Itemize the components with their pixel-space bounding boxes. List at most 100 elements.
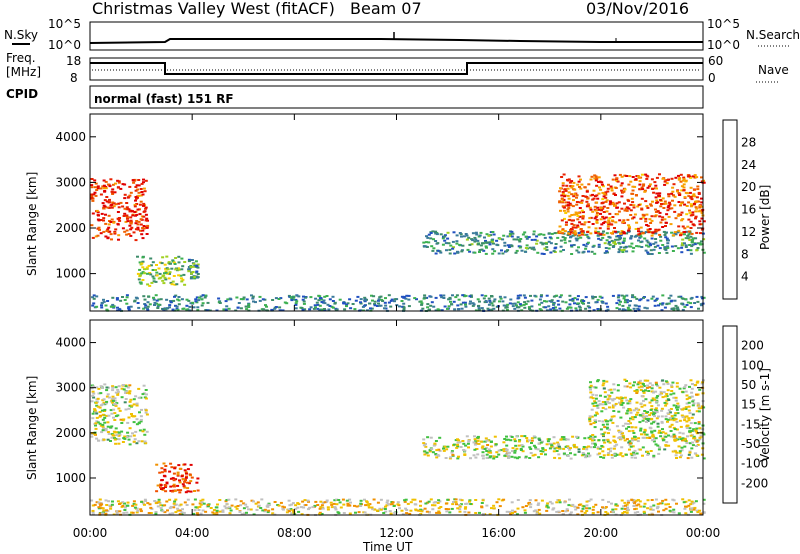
- heat-cell: [389, 305, 393, 308]
- heat-cell: [227, 498, 231, 501]
- heat-cell: [530, 299, 534, 302]
- heat-cell: [586, 241, 590, 244]
- heat-cell: [495, 243, 499, 246]
- heat-cell: [302, 506, 306, 509]
- heat-cell: [110, 238, 113, 241]
- heat-cell: [440, 309, 444, 312]
- heat-cell: [197, 509, 201, 511]
- heat-cell: [104, 512, 108, 515]
- heat-cell: [111, 183, 115, 186]
- heat-cell: [181, 478, 185, 481]
- heat-cell: [592, 386, 596, 389]
- heat-cell: [595, 411, 599, 414]
- heat-cell: [654, 408, 658, 411]
- heat-cell: [447, 298, 451, 301]
- heat-cell: [565, 508, 569, 511]
- heat-cell: [111, 399, 115, 402]
- heat-cell: [600, 209, 603, 212]
- heat-cell: [656, 210, 660, 213]
- heat-cell: [679, 234, 682, 237]
- heat-cell: [95, 209, 99, 212]
- heat-cell: [508, 302, 512, 305]
- heat-cell: [373, 300, 377, 303]
- heat-cell: [698, 427, 702, 430]
- heat-cell: [477, 308, 481, 311]
- heat-cell: [505, 510, 509, 513]
- heat-cell: [693, 422, 697, 425]
- heat-cell: [668, 506, 672, 508]
- heat-cell: [133, 211, 137, 213]
- heat-cell: [135, 184, 139, 187]
- heat-cell: [697, 422, 701, 425]
- velocity-ytick-label: 1000: [55, 471, 86, 485]
- heat-cell: [436, 502, 440, 504]
- heat-cell: [614, 238, 618, 241]
- heat-cell: [438, 436, 442, 439]
- heat-cell: [575, 446, 579, 449]
- heat-cell: [662, 383, 666, 386]
- heat-cell: [190, 476, 194, 479]
- heat-cell: [356, 295, 360, 298]
- heat-cell: [98, 411, 102, 413]
- heat-cell: [429, 232, 433, 234]
- heat-cell: [142, 428, 146, 431]
- heat-cell: [486, 307, 490, 310]
- heat-cell: [101, 413, 105, 416]
- heat-cell: [631, 185, 635, 188]
- heat-cell: [611, 202, 615, 205]
- heat-cell: [628, 400, 632, 403]
- heat-cell: [515, 513, 519, 516]
- heat-cell: [607, 241, 611, 244]
- heat-cell: [517, 440, 521, 443]
- heat-cell: [387, 301, 391, 304]
- heat-cell: [670, 207, 674, 210]
- heat-cell: [141, 393, 145, 396]
- heat-cell: [252, 300, 255, 303]
- heat-cell: [618, 238, 622, 241]
- heat-cell: [92, 392, 96, 395]
- heat-cell: [105, 308, 109, 311]
- heat-cell: [204, 510, 208, 513]
- heat-cell: [379, 498, 383, 501]
- heat-cell: [140, 191, 144, 193]
- colorbar-tick-label: 24: [741, 158, 756, 172]
- heat-cell: [551, 306, 555, 309]
- heat-cell: [664, 435, 668, 438]
- heat-cell: [611, 406, 615, 409]
- heat-cell: [212, 512, 216, 515]
- heat-cell: [650, 219, 654, 222]
- heat-cell: [152, 277, 156, 280]
- heat-cell: [148, 272, 152, 274]
- heat-cell: [626, 218, 630, 221]
- heat-cell: [644, 379, 648, 382]
- heat-cell: [127, 416, 131, 419]
- heat-cell: [426, 303, 430, 306]
- heat-cell: [136, 223, 140, 226]
- heat-cell: [696, 242, 700, 245]
- heat-cell: [635, 245, 639, 248]
- heat-cell: [127, 438, 131, 441]
- heat-cell: [521, 506, 525, 509]
- heat-cell: [591, 437, 595, 440]
- heat-cell: [678, 387, 682, 390]
- heat-cell: [678, 194, 682, 196]
- heat-cell: [595, 194, 599, 197]
- heat-cell: [116, 211, 120, 213]
- heat-cell: [628, 448, 631, 451]
- heat-cell: [594, 179, 598, 182]
- heat-cell: [145, 226, 149, 229]
- heat-cell: [388, 510, 392, 513]
- heat-cell: [687, 174, 691, 177]
- heat-cell: [694, 439, 697, 442]
- heat-cell: [681, 297, 685, 300]
- heat-cell: [132, 434, 136, 437]
- heat-cell: [122, 388, 126, 391]
- heat-cell: [126, 386, 130, 389]
- heat-cell: [106, 300, 110, 302]
- heat-cell: [517, 245, 521, 248]
- heat-cell: [92, 193, 96, 196]
- heat-cell: [690, 416, 694, 419]
- heat-cell: [597, 439, 601, 442]
- heat-cell: [661, 396, 665, 399]
- heat-cell: [99, 193, 103, 196]
